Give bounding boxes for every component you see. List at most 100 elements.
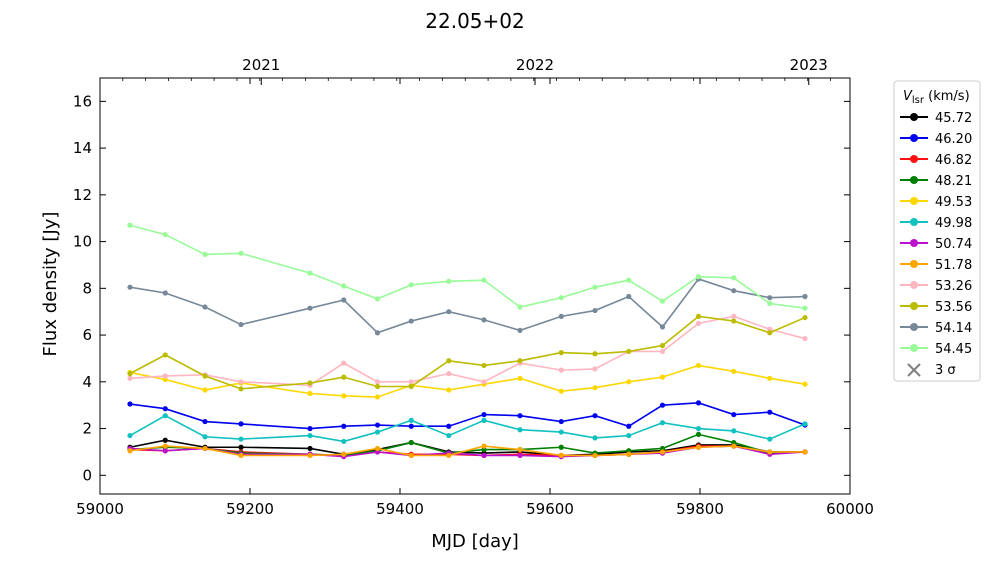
data-point [731, 288, 737, 294]
data-point [446, 423, 452, 429]
data-point [408, 423, 414, 429]
legend-marker [910, 176, 918, 184]
legend-entry-3sigma: 3 σ [907, 363, 956, 378]
data-point [731, 428, 737, 434]
data-point [202, 387, 208, 393]
data-point [517, 427, 523, 433]
legend-label: 46.82 [935, 153, 972, 168]
legend-label: 54.45 [935, 342, 972, 357]
data-point [659, 348, 666, 355]
data-point [626, 451, 632, 457]
data-point [731, 275, 737, 281]
data-point [374, 394, 381, 400]
data-point [802, 314, 808, 321]
data-point [659, 402, 666, 408]
data-point [767, 409, 773, 415]
legend-marker [910, 134, 918, 142]
legend-marker [910, 239, 918, 247]
data-point [341, 297, 347, 303]
plot-frame [99, 77, 851, 495]
legend-x-marker-b [907, 363, 921, 377]
top-year-label: 2023 [790, 56, 828, 74]
legend-marker [910, 113, 918, 121]
data-point [446, 432, 452, 439]
legend-marker [910, 197, 918, 205]
legend-marker [910, 155, 918, 163]
data-point [695, 431, 702, 438]
data-point [238, 379, 244, 385]
data-point [127, 432, 133, 439]
data-point [446, 278, 452, 284]
series-46.20 [127, 400, 808, 432]
data-point [408, 282, 414, 288]
data-point [695, 313, 702, 319]
series-line [129, 224, 806, 309]
data-point [517, 327, 523, 334]
data-point [695, 425, 702, 432]
y-tick-label: 12 [73, 186, 92, 204]
data-point [802, 305, 808, 311]
data-point [767, 436, 773, 442]
data-point [731, 318, 737, 324]
series-49.53 [127, 362, 808, 400]
data-point [446, 387, 452, 393]
data-point [162, 290, 168, 296]
data-point [802, 335, 808, 342]
data-point [659, 374, 666, 380]
data-point [592, 284, 598, 290]
data-point [446, 358, 452, 364]
data-point [408, 417, 414, 423]
data-point [592, 435, 598, 441]
legend-label: 51.78 [935, 258, 972, 273]
data-point [695, 444, 702, 450]
legend-entry: 46.82 [900, 153, 972, 168]
data-point [592, 452, 598, 459]
data-point [127, 371, 133, 377]
data-point [481, 379, 487, 385]
data-point [558, 295, 564, 301]
legend-entry: 54.14 [900, 321, 972, 336]
data-point [695, 274, 702, 280]
x-tick-label: 59600 [526, 500, 574, 518]
data-point [202, 445, 208, 452]
data-point [127, 448, 133, 454]
series-line [129, 402, 806, 430]
data-point [341, 438, 347, 445]
data-point [767, 375, 773, 381]
legend-marker [910, 344, 918, 352]
data-point [517, 358, 523, 364]
data-point [162, 373, 168, 379]
data-point [626, 432, 632, 439]
data-point [374, 383, 381, 390]
data-point [307, 432, 313, 439]
data-point [408, 383, 414, 390]
y-tick-label: 0 [82, 466, 92, 484]
data-point [517, 452, 523, 459]
legend: Vlsr (km/s) 45.72 46.20 46.82 48.21 49.53 49.… [893, 80, 981, 382]
y-tick-label: 2 [82, 420, 92, 438]
data-point [162, 437, 168, 443]
data-point [238, 444, 244, 450]
data-point [767, 330, 773, 336]
data-point [558, 388, 564, 394]
data-point [446, 452, 452, 459]
data-point [659, 420, 666, 426]
data-point [446, 371, 452, 377]
data-point [558, 313, 564, 319]
y-tick-label: 14 [73, 139, 92, 157]
data-point [238, 421, 244, 427]
data-point [341, 423, 347, 429]
legend-entry: 46.20 [900, 132, 972, 147]
data-point [374, 445, 381, 452]
data-point [802, 381, 808, 387]
data-point [307, 270, 313, 276]
data-point [374, 330, 381, 336]
data-point [341, 360, 347, 366]
x-axis-title: MJD [day] [431, 531, 519, 552]
data-point [558, 429, 564, 435]
data-point [162, 448, 168, 454]
legend-entry: 45.72 [900, 111, 972, 126]
legend-marker [910, 218, 918, 226]
data-point [341, 283, 347, 289]
data-point [659, 324, 666, 330]
